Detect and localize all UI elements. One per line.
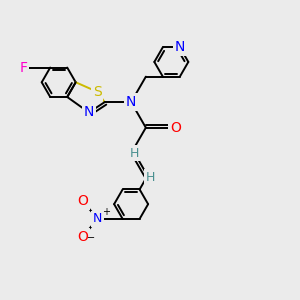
Text: −: − bbox=[87, 233, 95, 243]
Text: N: N bbox=[93, 212, 102, 225]
Text: N: N bbox=[84, 106, 94, 119]
Text: +: + bbox=[102, 207, 110, 218]
Text: N: N bbox=[126, 95, 136, 109]
Text: O: O bbox=[77, 194, 88, 208]
Text: O: O bbox=[77, 230, 88, 244]
Text: F: F bbox=[20, 61, 28, 75]
Text: H: H bbox=[146, 171, 155, 184]
Text: H: H bbox=[129, 147, 139, 160]
Text: S: S bbox=[93, 85, 102, 99]
Text: N: N bbox=[175, 40, 185, 54]
Text: O: O bbox=[170, 121, 181, 135]
